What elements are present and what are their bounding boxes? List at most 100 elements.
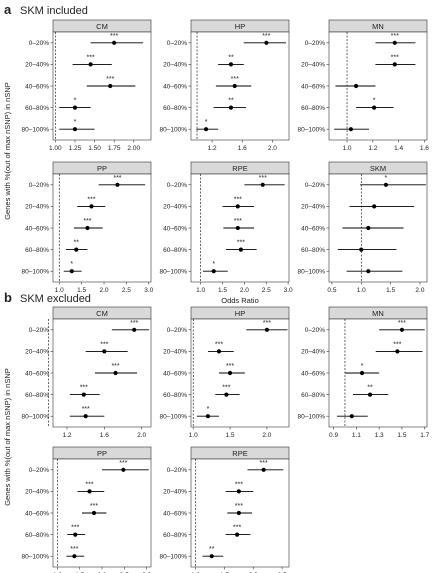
significance-label: *** [235, 503, 243, 510]
x-tick-label: 1.0 [55, 287, 64, 294]
odds-ratio-point [203, 127, 209, 132]
significance-label: *** [130, 320, 138, 327]
y-tick-label: 0–20% [29, 467, 49, 474]
significance-label: *** [259, 175, 267, 182]
x-tick-label: 2.0 [99, 287, 108, 294]
y-tick-label: 40–60% [163, 510, 187, 517]
panel-title: SKM excluded [20, 293, 91, 305]
y-tick-label: 0–20% [167, 327, 187, 334]
significance-label: ** [228, 98, 234, 105]
odds-ratio-point [353, 83, 359, 89]
y-tick-label: 20–40% [25, 62, 49, 69]
facet-rpe: RPE 1.0 1.5 2.0 2.5 3.0 0–20% 20–40% 40–60% 60–80… [160, 161, 293, 294]
y-tick-label: 80–100% [298, 414, 326, 421]
odds-ratio-point [395, 349, 400, 354]
facet-title: HP [235, 309, 245, 318]
facet-hp: HP 1.0 1.5 2.0 0–20% 20–40% 40–60% 60–80% 80–100… [160, 306, 290, 439]
odds-ratio-point [121, 467, 126, 472]
significance-label: *** [234, 196, 242, 203]
y-tick-label: 60–80% [163, 105, 187, 112]
facet-pp: PP1.01.52.02.53.00–20%20–40%40–60%60–80%… [22, 446, 151, 573]
x-tick-label: 1.5 [226, 432, 235, 439]
significance-label: ** [367, 385, 373, 392]
significance-label: *** [393, 341, 401, 348]
odds-ratio-point [115, 182, 120, 187]
panel-b: b SKM excluded Genes with %(out of max nSN… [3, 290, 430, 573]
y-tick-label: 0–20% [29, 327, 49, 334]
significance-label: *** [83, 218, 91, 225]
y-tick-label: 40–60% [25, 225, 49, 232]
facet-title: PP [97, 164, 107, 173]
x-tick-label: 3.0 [144, 287, 153, 294]
odds-ratio-point [102, 349, 107, 354]
y-tick-label: 80–100% [298, 269, 326, 276]
significance-label: *** [80, 385, 88, 392]
significance-label: *** [226, 363, 234, 370]
panel-a: a SKM included Genes with %(out of max nSN… [3, 2, 429, 305]
facet-title: RPE [232, 449, 247, 458]
odds-ratio-point [372, 204, 377, 209]
y-tick-label: 60–80% [25, 532, 49, 539]
significance-label: *** [391, 33, 399, 40]
significance-label: *** [235, 481, 243, 488]
y-tick-label: 60–80% [25, 392, 49, 399]
x-tick-label: 1.5 [218, 287, 227, 294]
odds-ratio-point [264, 327, 269, 332]
x-tick-label: 1.6 [100, 432, 109, 439]
significance-label: *** [237, 240, 245, 247]
odds-ratio-point [372, 105, 377, 110]
x-tick-label: 1.0 [343, 145, 352, 152]
odds-ratio-point [132, 327, 137, 332]
odds-ratio-point [348, 127, 354, 132]
panel-title: SKM included [20, 5, 88, 17]
significance-label: *** [100, 341, 108, 348]
significance-label: *** [233, 525, 241, 532]
odds-ratio-point [235, 532, 240, 537]
x-tick-label: 2.0 [415, 287, 424, 294]
significance-label: *** [391, 54, 399, 61]
y-tick-label: 60–80% [163, 392, 187, 399]
odds-ratio-point [260, 182, 265, 187]
odds-ratio-point [228, 105, 234, 110]
y-tick-label: 0–20% [29, 40, 49, 47]
y-tick-label: 20–40% [25, 349, 49, 356]
significance-label: *** [231, 76, 239, 83]
significance-label: *** [263, 320, 271, 327]
odds-ratio-point [261, 467, 266, 472]
y-tick-label: 80–100% [22, 554, 50, 561]
x-tick-label: 1.2 [62, 432, 71, 439]
y-tick-label: 60–80% [301, 105, 325, 112]
x-tick-label: 1.4 [394, 145, 403, 152]
y-tick-label: 40–60% [163, 370, 187, 377]
facet-title: MN [372, 22, 384, 31]
x-tick-label: 2.5 [262, 287, 271, 294]
y-tick-label: 60–80% [163, 247, 187, 254]
x-tick-label: 1.5 [386, 287, 395, 294]
facet-title: RPE [232, 164, 247, 173]
odds-ratio-point [227, 370, 233, 376]
facet-cm: CM 1.2 1.6 2.0 0–20% 20–40% 40–60% 60–80% 80–100… [22, 306, 152, 439]
facet-title: MN [372, 309, 384, 318]
y-tick-label: 0–20% [305, 40, 325, 47]
odds-ratio-point [209, 554, 214, 559]
x-tick-label: 1.6 [420, 145, 429, 152]
odds-ratio-point [88, 62, 93, 67]
significance-label: *** [215, 341, 223, 348]
odds-ratio-point [112, 40, 117, 45]
y-tick-label: 80–100% [298, 127, 326, 134]
y-tick-label: 40–60% [25, 370, 49, 377]
odds-ratio-point [236, 489, 241, 494]
y-tick-label: 80–100% [22, 127, 50, 134]
facet-title: PP [97, 449, 107, 458]
y-tick-label: 40–60% [163, 225, 187, 232]
y-tick-label: 20–40% [163, 489, 187, 496]
odds-ratio-point [238, 247, 243, 252]
y-tick-label: 40–60% [301, 83, 325, 90]
significance-label: * [70, 261, 73, 268]
x-tick-label: 2.0 [240, 287, 249, 294]
x-tick-label: 2.0 [137, 432, 146, 439]
significance-label: * [74, 119, 77, 126]
y-tick-label: 0–20% [305, 182, 325, 189]
facet-title: SKM [370, 164, 386, 173]
x-tick-label: 1.75 [108, 145, 121, 152]
